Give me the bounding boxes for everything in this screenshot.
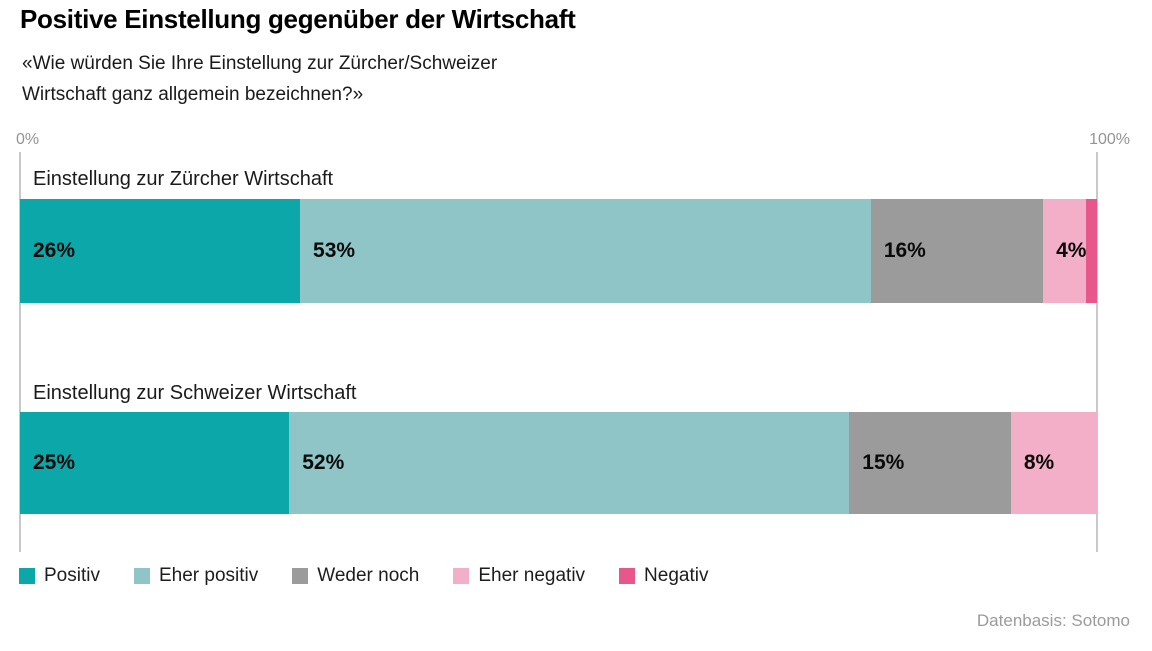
source-note: Datenbasis: Sotomo bbox=[976, 611, 1130, 630]
legend-item: Negativ bbox=[619, 565, 708, 587]
bar-segment-value: 15% bbox=[862, 451, 905, 474]
legend-swatch bbox=[453, 568, 470, 584]
legend-label: Positiv bbox=[44, 565, 100, 586]
bar-segment-value: 16% bbox=[883, 239, 926, 262]
legend-label: Weder noch bbox=[317, 565, 420, 586]
chart-subtitle: «Wie würden Sie Ihre Einstellung zur Zür… bbox=[22, 49, 497, 110]
axis-tick-100: 100% bbox=[1089, 131, 1130, 148]
bar-segment-value: 53% bbox=[313, 239, 356, 262]
chart-title: Positive Einstellung gegenüber der Wirts… bbox=[20, 4, 576, 34]
legend-swatch bbox=[133, 568, 150, 584]
subtitle-line-1: «Wie würden Sie Ihre Einstellung zur Zür… bbox=[22, 53, 498, 74]
bar-segment-value: 26% bbox=[33, 239, 76, 262]
legend-swatch bbox=[19, 568, 35, 584]
bar-segment: 4% bbox=[1043, 199, 1086, 303]
bar-row: 25% 52% 15% 8% bbox=[20, 412, 1097, 514]
bar-segment: 25% bbox=[20, 412, 290, 514]
bar-row: 26% 53% 16% 4% bbox=[20, 199, 1097, 303]
bar-segment-value: 8% bbox=[1023, 451, 1055, 474]
axis-line-left bbox=[19, 152, 21, 552]
legend-swatch bbox=[292, 568, 309, 584]
axis-line-right bbox=[1096, 152, 1098, 552]
bar-segment: 52% bbox=[289, 412, 850, 514]
bar-segment: 8% bbox=[1010, 412, 1097, 514]
bar-segment: 26% bbox=[20, 199, 301, 303]
legend-item: Eher negativ bbox=[453, 565, 585, 587]
legend-item: Positiv bbox=[19, 565, 100, 587]
subtitle-line-2: Wirtschaft ganz allgemein bezeichnen?» bbox=[22, 83, 364, 105]
legend: Positiv Eher positiv Weder noch Eher negati… bbox=[19, 565, 708, 587]
bar-segment bbox=[1086, 199, 1097, 303]
bar-segment-value: 25% bbox=[33, 451, 76, 474]
bar-row-label: Einstellung zur Zürcher Wirtschaft bbox=[33, 168, 334, 190]
axis-tick-0: 0% bbox=[16, 131, 40, 148]
bar-segment: 15% bbox=[849, 412, 1011, 514]
legend-item: Eher positiv bbox=[133, 565, 259, 587]
bar-segment: 16% bbox=[870, 199, 1044, 303]
bar-segment: 53% bbox=[300, 199, 871, 303]
legend-label: Eher negativ bbox=[478, 565, 586, 586]
legend-label: Eher positiv bbox=[158, 565, 259, 586]
legend-swatch bbox=[619, 568, 636, 584]
legend-label: Negativ bbox=[644, 565, 709, 586]
bar-segment-value: 4% bbox=[1056, 239, 1087, 262]
legend-item: Weder noch bbox=[292, 565, 419, 587]
bar-row-label: Einstellung zur Schweizer Wirtschaft bbox=[33, 382, 357, 404]
bar-segment-value: 52% bbox=[302, 451, 345, 474]
